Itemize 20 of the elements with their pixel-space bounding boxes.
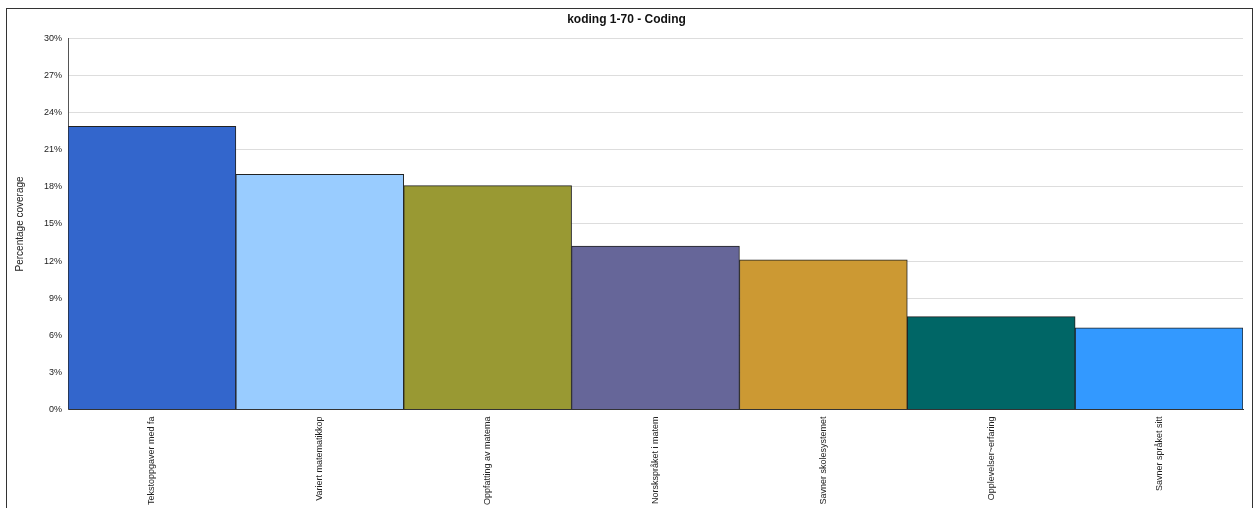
y-tick-label: 30% — [44, 32, 63, 43]
y-axis-title: Percentage coverage — [13, 175, 25, 272]
x-tick-label: Opplevelser~erfaring — [985, 416, 996, 501]
y-tick-label: 15% — [44, 218, 63, 229]
y-tick-label: 9% — [49, 292, 63, 303]
y-tick-label: 27% — [44, 69, 63, 80]
y-tick-label: 21% — [44, 144, 63, 155]
chart-title: koding 1-70 - Coding — [567, 11, 686, 26]
x-tick-label: Variert matematikkop — [314, 416, 325, 501]
y-tick-label: 0% — [49, 403, 63, 414]
y-tick-label: 3% — [49, 366, 63, 377]
x-tick-label: Savner skolesystemet — [817, 415, 828, 505]
x-tick-label: Norskspråket i matem — [649, 416, 660, 504]
x-tick-label: Tekstoppgaver med fa — [146, 416, 157, 506]
y-tick-label: 12% — [44, 255, 63, 266]
x-tick-label: Savner språket sitt — [1153, 415, 1164, 491]
y-tick-label: 18% — [44, 181, 63, 192]
y-tick-label: 6% — [49, 329, 63, 340]
y-tick-label: 24% — [44, 107, 63, 118]
x-tick-label: Oppfatting av matema — [482, 416, 493, 505]
